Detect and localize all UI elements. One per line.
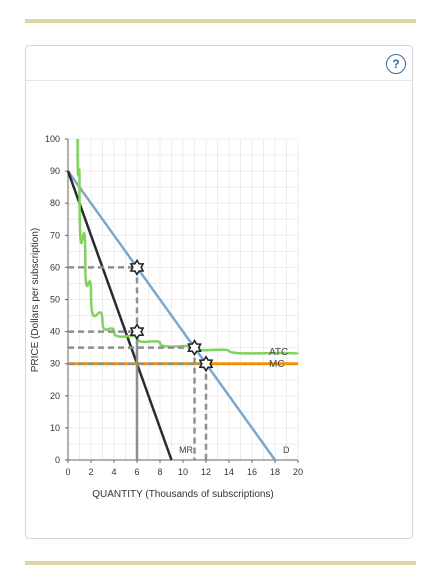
x-tick-label: 0 <box>65 467 70 477</box>
y-tick-label: 70 <box>50 230 60 240</box>
y-tick-label: 100 <box>45 134 60 144</box>
point-markers[interactable] <box>129 258 214 373</box>
x-tick-label: 18 <box>270 467 280 477</box>
guide-lines <box>68 266 208 460</box>
star-marker <box>129 323 145 341</box>
mc-label: MC <box>269 359 285 370</box>
bottom-divider <box>25 561 416 565</box>
curve-labels: ATC MC MR D <box>179 347 290 455</box>
x-tick-label: 6 <box>134 467 139 477</box>
y-tick-label: 40 <box>50 327 60 337</box>
x-tick-label: 2 <box>88 467 93 477</box>
y-tick-label: 30 <box>50 359 60 369</box>
x-tick-label: 10 <box>178 467 188 477</box>
panel-header: ? <box>26 46 412 81</box>
x-axis-title: QUANTITY (Thousands of subscriptions) <box>92 489 274 500</box>
star-marker <box>129 258 145 276</box>
y-tick-label: 0 <box>55 455 60 465</box>
x-tick-label: 14 <box>224 467 234 477</box>
x-tick-label: 20 <box>293 467 303 477</box>
question-panel: ? <box>25 45 413 539</box>
star-marker <box>187 339 202 357</box>
y-tick-label: 10 <box>50 423 60 433</box>
mr-label: MR <box>179 445 193 455</box>
top-divider <box>25 19 416 23</box>
x-tick-label: 8 <box>157 467 162 477</box>
x-tick-label: 16 <box>247 467 257 477</box>
y-tick-label: 50 <box>50 295 60 305</box>
d-label: D <box>283 445 290 455</box>
axes: 0 2 4 6 8 10 12 14 16 18 20 0 10 20 30 40 50 60 70 80 90 100 <box>45 134 303 477</box>
curve-mr <box>66 170 173 461</box>
y-tick-label: 80 <box>50 198 60 208</box>
y-tick-label: 20 <box>50 391 60 401</box>
y-axis-title: PRICE (Dollars per subscription) <box>30 228 41 373</box>
grid <box>67 138 299 461</box>
y-tick-label: 90 <box>50 166 60 176</box>
star-marker <box>198 355 214 373</box>
help-icon[interactable]: ? <box>386 54 406 74</box>
curve-d <box>66 170 277 461</box>
atc-label: ATC <box>269 347 288 358</box>
x-tick-label: 12 <box>201 467 211 477</box>
y-tick-label: 60 <box>50 262 60 272</box>
x-tick-label: 4 <box>111 467 116 477</box>
